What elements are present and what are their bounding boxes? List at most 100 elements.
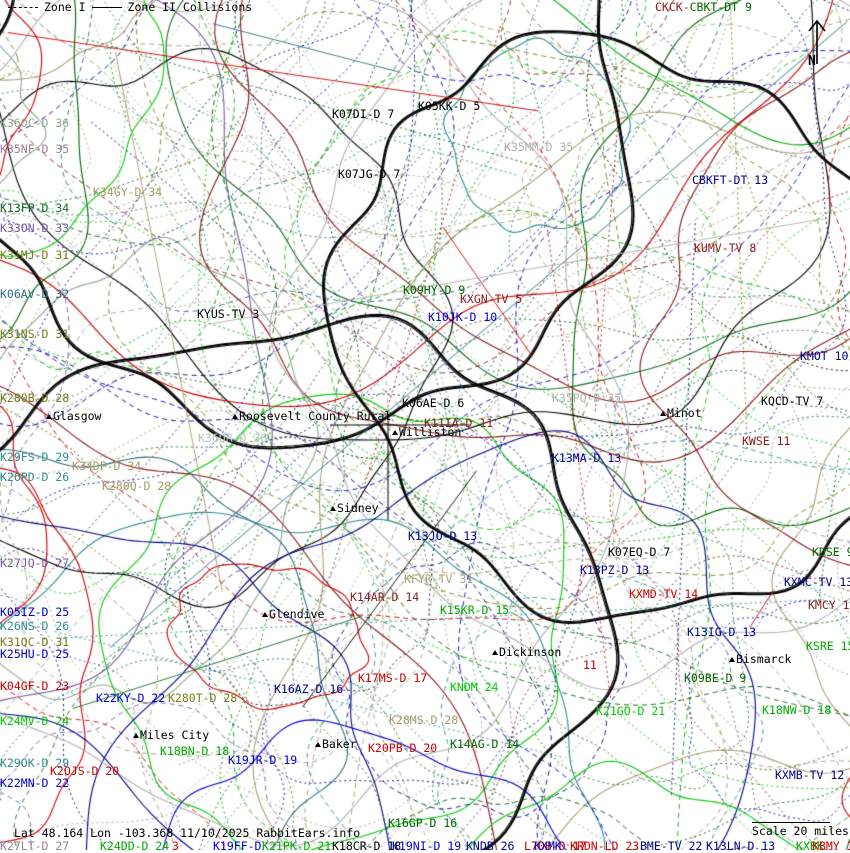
station-label: KXMD-TV 14 [629,587,699,601]
station-label: K31MJ-D 31 [0,248,70,262]
station-label: 3 [172,839,179,853]
station-label: KUMV-TV 8 [694,241,757,255]
station-label: K18CR-D 18 [332,839,402,853]
city-label: Baker [322,737,357,751]
scale-bar-line [752,822,830,823]
station-label: L70B-D 17 [524,839,587,853]
station-label: KNDB 26 [466,839,515,853]
station-label: CKCK-CBKT-DT 9 [655,0,752,14]
zone1-line-swatch [8,6,38,8]
city-dot-icon [315,742,321,747]
station-label: K09HY-D 9 [403,283,466,297]
city-dot-icon [492,650,498,655]
city-marker: Dickinson [492,646,561,658]
station-label: K06AV-D 32 [0,287,70,301]
station-label: K11IA-D 11 [424,416,494,430]
station-label: KFYR-TV 31 [404,572,474,586]
city-label: Williston [399,425,462,439]
station-label: K18BN-D 18 [160,744,230,758]
station-label: K05KK-D 5 [418,99,481,113]
station-label: K05IZ-D 25 [0,605,70,619]
station-label: K280Q-D 28 [102,479,172,493]
station-label: K29OK-D 29 [0,756,70,770]
city-dot-icon [392,430,398,435]
map-legend: Zone I Zone II Collisions [8,0,252,14]
station-label: K13MA-D 13 [552,451,622,465]
city-label: Roosevelt County Rural [239,409,392,423]
city-marker: Bismarck [729,653,791,665]
city-dot-icon [660,411,666,416]
station-label: K13IG-D 13 [687,625,757,639]
station-label: K36QR-D 36 [198,431,268,445]
station-label: K10JK-D 10 [428,310,498,324]
station-label: K31QC-D 31 [0,635,70,649]
station-label: K27JQ-D 27 [0,556,70,570]
station-label: KYUS-TV 3 [197,307,260,321]
city-marker: Baker [315,738,357,750]
station-label: K25HU-D 25 [0,647,70,661]
station-label: K280T-D 28 [168,691,238,705]
city-label: Minot [667,406,702,420]
station-label: K14AR-D 14 [350,590,420,604]
city-marker: Glendive [262,608,324,620]
scale-bar: Scale 20 miles [752,822,849,838]
city-marker: Sidney [330,502,379,514]
station-label: K34GY-D 34 [93,185,163,199]
city-marker: Glasgow [46,410,101,422]
station-label: K27LT-D 27 [0,839,70,853]
city-label: Dickinson [499,645,562,659]
station-label: K21GO-D 21 [596,704,666,718]
station-label: K34DP-D 34 [72,459,142,473]
station-label: K13PZ-D 13 [580,563,650,577]
station-label: KXMK [534,839,562,853]
station-label: K19JR-D 19 [228,753,298,767]
station-label: K21PK-D 21 [262,839,332,853]
city-dot-icon [330,506,336,511]
city-dot-icon [729,657,735,662]
city-label: Bismarck [736,652,792,666]
scale-bar-label: Scale 20 miles [752,824,849,838]
station-label: K28MS-D 28 [389,713,459,727]
city-marker: Roosevelt County Rural [232,410,391,422]
station-label: KXMB-TV 12 [775,768,845,782]
station-label: K14AG-D 14 [450,737,520,751]
station-label: K15KR-D 15 [440,603,510,617]
station-label: K16GP-D 16 [388,816,458,830]
north-arrow-icon [808,19,826,64]
zone2-label: Zone II Collisions [127,0,253,14]
station-label: KDSE 9 [812,545,850,559]
station-label: KQCD-TV 7 [761,394,824,408]
city-dot-icon [262,612,268,617]
station-label: K19FF-D [213,839,262,853]
station-label: K09BE-D 9 [684,671,747,685]
station-label: K26PD-D 26 [0,470,70,484]
station-label: K16AZ-D 16 [274,682,344,696]
north-label: N [808,54,816,69]
station-label: K2OJS-D 20 [50,764,120,778]
city-dot-icon [46,414,52,419]
station-label: K06AE-D 6 [402,396,465,410]
station-label: KXBK [796,839,824,853]
station-label: K19NI-D 19 [392,839,462,853]
zone1-label: Zone I [44,0,86,14]
station-label: K22MN-D 22 [0,776,70,790]
station-label: K17MS-D 17 [358,671,428,685]
city-label: Sidney [337,501,379,515]
station-label: K13LN-D 13 [706,839,776,853]
station-label: KXGN-TV 5 [460,292,523,306]
station-label: K36OC-D 36 [0,116,70,130]
status-bar-text: Lat 48.164 Lon -103.368 11/10/2025 Rabbi… [14,826,361,840]
station-label: K35MM-D 35 [504,140,574,154]
city-label: Glendive [269,607,325,621]
station-label: K13FP-D 34 [0,201,70,215]
station-label: K07EQ-D 7 [608,545,671,559]
city-marker: Williston [392,426,461,438]
city-dot-icon [232,414,238,419]
station-label: K04GF-D 23 [0,679,70,693]
station-label: K13JO-D 13 [408,529,478,543]
station-label: K07JG-D 7 [338,167,401,181]
city-marker: Miles City [133,729,209,741]
city-marker: Minot [660,407,702,419]
station-label: KRDN-LD 23 [570,839,640,853]
